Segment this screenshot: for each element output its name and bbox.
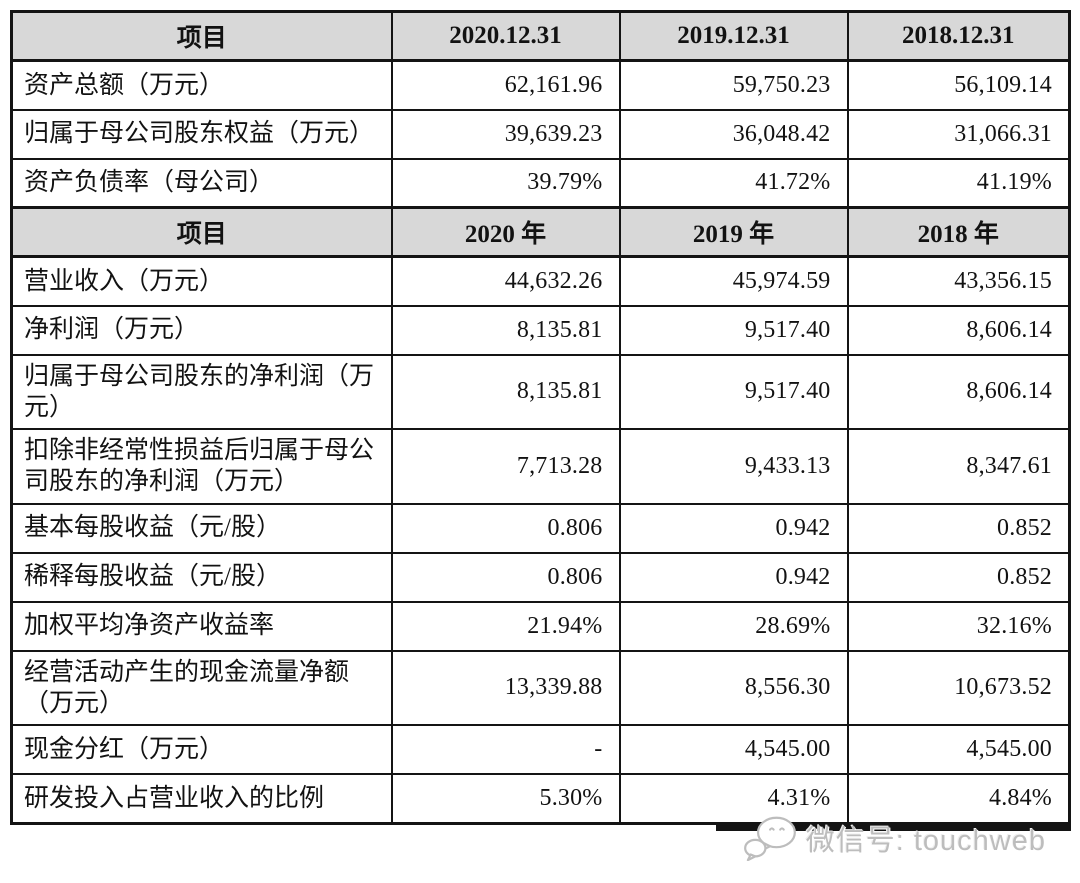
financial-table-body: 项目 2020.12.31 2019.12.31 2018.12.31 资产总额（万元）… [10, 10, 1071, 824]
items-column-header: 项目 [10, 10, 393, 62]
row-label: 现金分红（万元） [10, 724, 393, 775]
table-header-row: 项目 2020 年 2019 年 2018 年 [10, 206, 1071, 258]
watermark: 微信号: touchweb [742, 815, 1046, 861]
cell-value: 4.31% [618, 773, 849, 824]
row-label: 资产负债率（母公司） [10, 157, 393, 209]
cell-value: 56,109.14 [846, 59, 1071, 111]
period-column-header: 2019 年 [618, 206, 849, 258]
cell-value: 8,135.81 [390, 353, 621, 430]
cell-value: 62,161.96 [390, 59, 621, 111]
cell-value: 59,750.23 [618, 59, 849, 111]
watermark-text: 微信号: touchweb [805, 824, 1046, 857]
row-label: 加权平均净资产收益率 [10, 600, 393, 652]
financial-summary: 项目 2020.12.31 2019.12.31 2018.12.31 资产总额（万元）… [10, 10, 1071, 861]
cell-value: 28.69% [618, 600, 849, 652]
cell-value: 41.72% [618, 157, 849, 209]
period-column-header: 2019.12.31 [618, 10, 849, 62]
table-row: 营业收入（万元） 44,632.26 45,974.59 43,356.15 [10, 255, 1071, 307]
cell-value: 13,339.88 [390, 649, 621, 726]
cell-value: 7,713.28 [390, 428, 621, 505]
table-row: 加权平均净资产收益率 21.94% 28.69% 32.16% [10, 600, 1071, 652]
cell-value: 0.942 [618, 551, 849, 603]
row-label: 净利润（万元） [10, 304, 393, 356]
cell-value: - [390, 724, 621, 775]
cell-value: 4,545.00 [618, 724, 849, 775]
cell-value: 0.852 [846, 551, 1071, 603]
cell-value: 0.806 [390, 551, 621, 603]
cell-value: 5.30% [390, 773, 621, 824]
period-column-header: 2018.12.31 [846, 10, 1071, 62]
table-row: 资产负债率（母公司） 39.79% 41.72% 41.19% [10, 157, 1071, 209]
table-row: 资产总额（万元） 62,161.96 59,750.23 56,109.14 [10, 59, 1071, 111]
table-row: 净利润（万元） 8,135.81 9,517.40 8,606.14 [10, 304, 1071, 356]
period-column-header: 2020.12.31 [390, 10, 621, 62]
cell-value: 32.16% [846, 600, 1071, 652]
cell-value: 43,356.15 [846, 255, 1071, 307]
cell-value: 8,347.61 [846, 428, 1071, 505]
table-row: 扣除非经常性损益后归属于母公司股东的净利润（万元） 7,713.28 9,433.1… [10, 428, 1071, 505]
cell-value: 8,606.14 [846, 304, 1071, 356]
wechat-icon [742, 815, 798, 861]
cell-value: 21.94% [390, 600, 621, 652]
row-label: 基本每股收益（元/股） [10, 502, 393, 554]
row-label: 经营活动产生的现金流量净额（万元） [10, 649, 393, 726]
cell-value: 0.852 [846, 502, 1071, 554]
row-label: 归属于母公司股东权益（万元） [10, 108, 393, 160]
cell-value: 39.79% [390, 157, 621, 209]
table-row: 归属于母公司股东的净利润（万元） 8,135.81 9,517.40 8,606.14 [10, 353, 1071, 430]
cell-value: 8,606.14 [846, 353, 1071, 430]
row-label: 营业收入（万元） [10, 255, 393, 307]
cell-value: 9,517.40 [618, 304, 849, 356]
cell-value: 0.942 [618, 502, 849, 554]
cell-value: 8,135.81 [390, 304, 621, 356]
table-header-row: 项目 2020.12.31 2019.12.31 2018.12.31 [10, 10, 1071, 62]
cell-value: 31,066.31 [846, 108, 1071, 160]
cell-value: 10,673.52 [846, 649, 1071, 726]
cell-value: 39,639.23 [390, 108, 621, 160]
period-column-header: 2020 年 [390, 206, 621, 258]
cell-value: 45,974.59 [618, 255, 849, 307]
cell-value: 4,545.00 [846, 724, 1071, 775]
financial-table: 项目 2020.12.31 2019.12.31 2018.12.31 资产总额（万元）… [10, 10, 1071, 825]
table-row: 现金分红（万元） -4,545.00 4,545.00 [10, 724, 1071, 775]
table-row: 归属于母公司股东权益（万元） 39,639.23 36,048.42 31,066.3… [10, 108, 1071, 160]
row-label: 资产总额（万元） [10, 59, 393, 111]
table-row: 基本每股收益（元/股） 0.806 0.942 0.852 [10, 502, 1071, 554]
cell-value: 8,556.30 [618, 649, 849, 726]
row-label: 研发投入占营业收入的比例 [10, 773, 393, 824]
row-label: 稀释每股收益（元/股） [10, 551, 393, 603]
cell-value: 9,433.13 [618, 428, 849, 505]
cell-value: 0.806 [390, 502, 621, 554]
row-label: 扣除非经常性损益后归属于母公司股东的净利润（万元） [10, 428, 393, 505]
cell-value: 41.19% [846, 157, 1071, 209]
table-bottom-thick-border [716, 821, 1071, 831]
row-label: 归属于母公司股东的净利润（万元） [10, 353, 393, 430]
cell-value: 9,517.40 [618, 353, 849, 430]
items-column-header: 项目 [10, 206, 393, 258]
table-row: 稀释每股收益（元/股） 0.806 0.942 0.852 [10, 551, 1071, 603]
period-column-header: 2018 年 [846, 206, 1071, 258]
cell-value: 36,048.42 [618, 108, 849, 160]
table-row: 经营活动产生的现金流量净额（万元） 13,339.88 8,556.30 10,673… [10, 649, 1071, 726]
cell-value: 44,632.26 [390, 255, 621, 307]
